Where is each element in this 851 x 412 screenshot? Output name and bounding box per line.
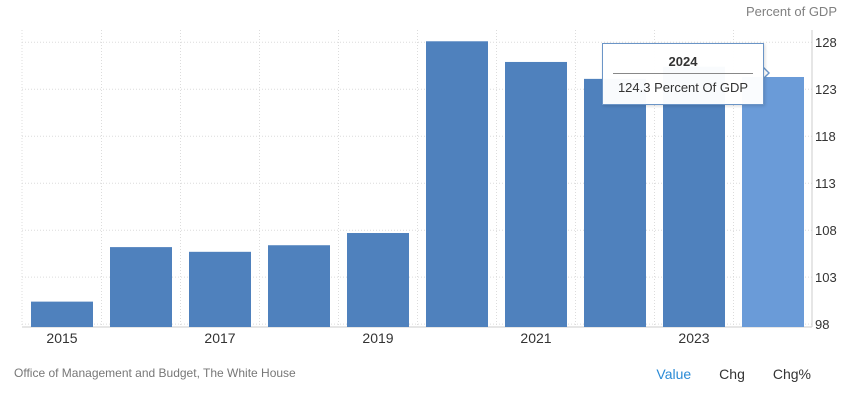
x-tick-label: 2019 bbox=[362, 330, 393, 346]
bar-2020 bbox=[426, 41, 488, 328]
tooltip-title: 2024 bbox=[613, 54, 753, 74]
bar-2018 bbox=[268, 245, 330, 327]
toggle-chg[interactable]: Chg bbox=[719, 366, 745, 382]
bar-2022 bbox=[584, 78, 646, 328]
source-text: Office of Management and Budget, The Whi… bbox=[14, 366, 296, 380]
x-tick-label: 2015 bbox=[46, 330, 77, 346]
y-axis: 98 103 108 113 118 123 128 bbox=[815, 35, 837, 332]
bar-2016 bbox=[110, 247, 172, 327]
tooltip-pointer-inner bbox=[762, 67, 768, 79]
bar-2017 bbox=[189, 251, 251, 327]
tooltip: 2024 124.3 Percent Of GDP bbox=[602, 43, 764, 105]
y-tick-label: 103 bbox=[815, 270, 837, 285]
unit-label: Percent of GDP bbox=[745, 4, 837, 19]
y-tick-label: 128 bbox=[815, 35, 837, 50]
bar-2023 bbox=[663, 66, 725, 327]
bars bbox=[31, 41, 804, 328]
x-tick-label: 2017 bbox=[204, 330, 235, 346]
x-axis: 2015 2017 2019 2021 2023 bbox=[46, 330, 709, 346]
y-tick-label: 108 bbox=[815, 223, 837, 238]
y-tick-label: 118 bbox=[815, 129, 836, 144]
view-toggles: Value Chg Chg% bbox=[628, 366, 811, 382]
y-tick-label: 113 bbox=[815, 176, 836, 191]
bar-2015 bbox=[31, 301, 93, 327]
x-tick-label: 2023 bbox=[678, 330, 709, 346]
toggle-chg-pct[interactable]: Chg% bbox=[772, 366, 811, 382]
toggle-value[interactable]: Value bbox=[656, 366, 692, 382]
x-tick-label: 2021 bbox=[520, 330, 551, 346]
bar-2024 bbox=[742, 76, 804, 327]
y-tick-label: 98 bbox=[815, 317, 829, 332]
y-tick-label: 123 bbox=[815, 82, 837, 97]
bar-2019 bbox=[347, 233, 409, 327]
tooltip-value: 124.3 Percent Of GDP bbox=[617, 80, 749, 95]
bar-2021 bbox=[505, 61, 567, 328]
